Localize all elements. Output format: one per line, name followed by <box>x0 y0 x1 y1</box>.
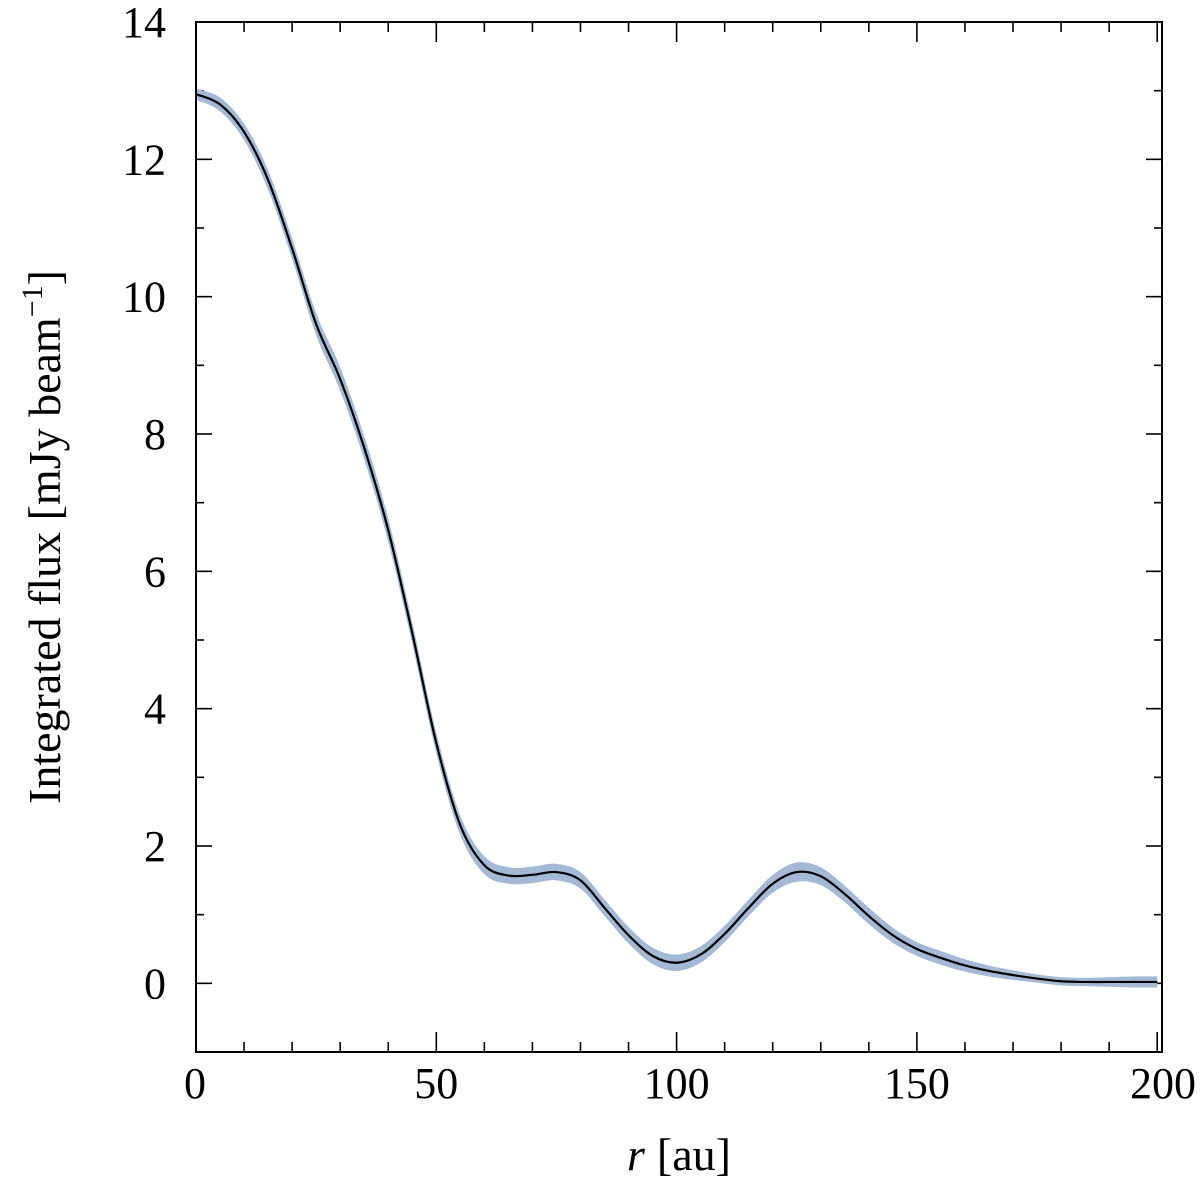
y-axis-title-close: ] <box>19 270 70 285</box>
x-axis-title: r [au] <box>627 1129 731 1180</box>
y-tick-label: 8 <box>144 410 166 459</box>
x-tick-label: 100 <box>644 1059 710 1108</box>
y-axis-title: Integrated flux [mJy beam−1] <box>16 270 70 804</box>
y-tick-label: 10 <box>122 273 166 322</box>
y-tick-label: 12 <box>122 135 166 184</box>
flux-profile-line <box>195 93 1158 984</box>
x-axis-variable: r <box>627 1129 646 1180</box>
y-tick-label: 6 <box>144 547 166 596</box>
y-tick-label: 0 <box>144 959 166 1008</box>
y-tick-labels: 0 2 4 6 8 10 12 14 <box>122 0 166 1008</box>
x-tick-label: 0 <box>184 1059 206 1108</box>
x-tick-label: 150 <box>884 1059 950 1108</box>
y-tick-label: 2 <box>144 822 166 871</box>
axis-ticks <box>195 21 1162 1053</box>
x-tick-label: 200 <box>1130 1059 1196 1108</box>
plot-frame <box>195 21 1163 1053</box>
y-axis-title-exponent: −1 <box>16 285 49 317</box>
y-axis-title-main: Integrated flux [mJy beam <box>19 317 70 804</box>
y-tick-label: 14 <box>122 0 166 47</box>
y-tick-label: 4 <box>144 685 166 734</box>
x-axis-unit: [au] <box>657 1129 731 1180</box>
uncertainty-band <box>196 88 1158 988</box>
x-tick-labels: 0 50 100 150 200 <box>184 1059 1196 1108</box>
x-tick-label: 50 <box>414 1059 458 1108</box>
